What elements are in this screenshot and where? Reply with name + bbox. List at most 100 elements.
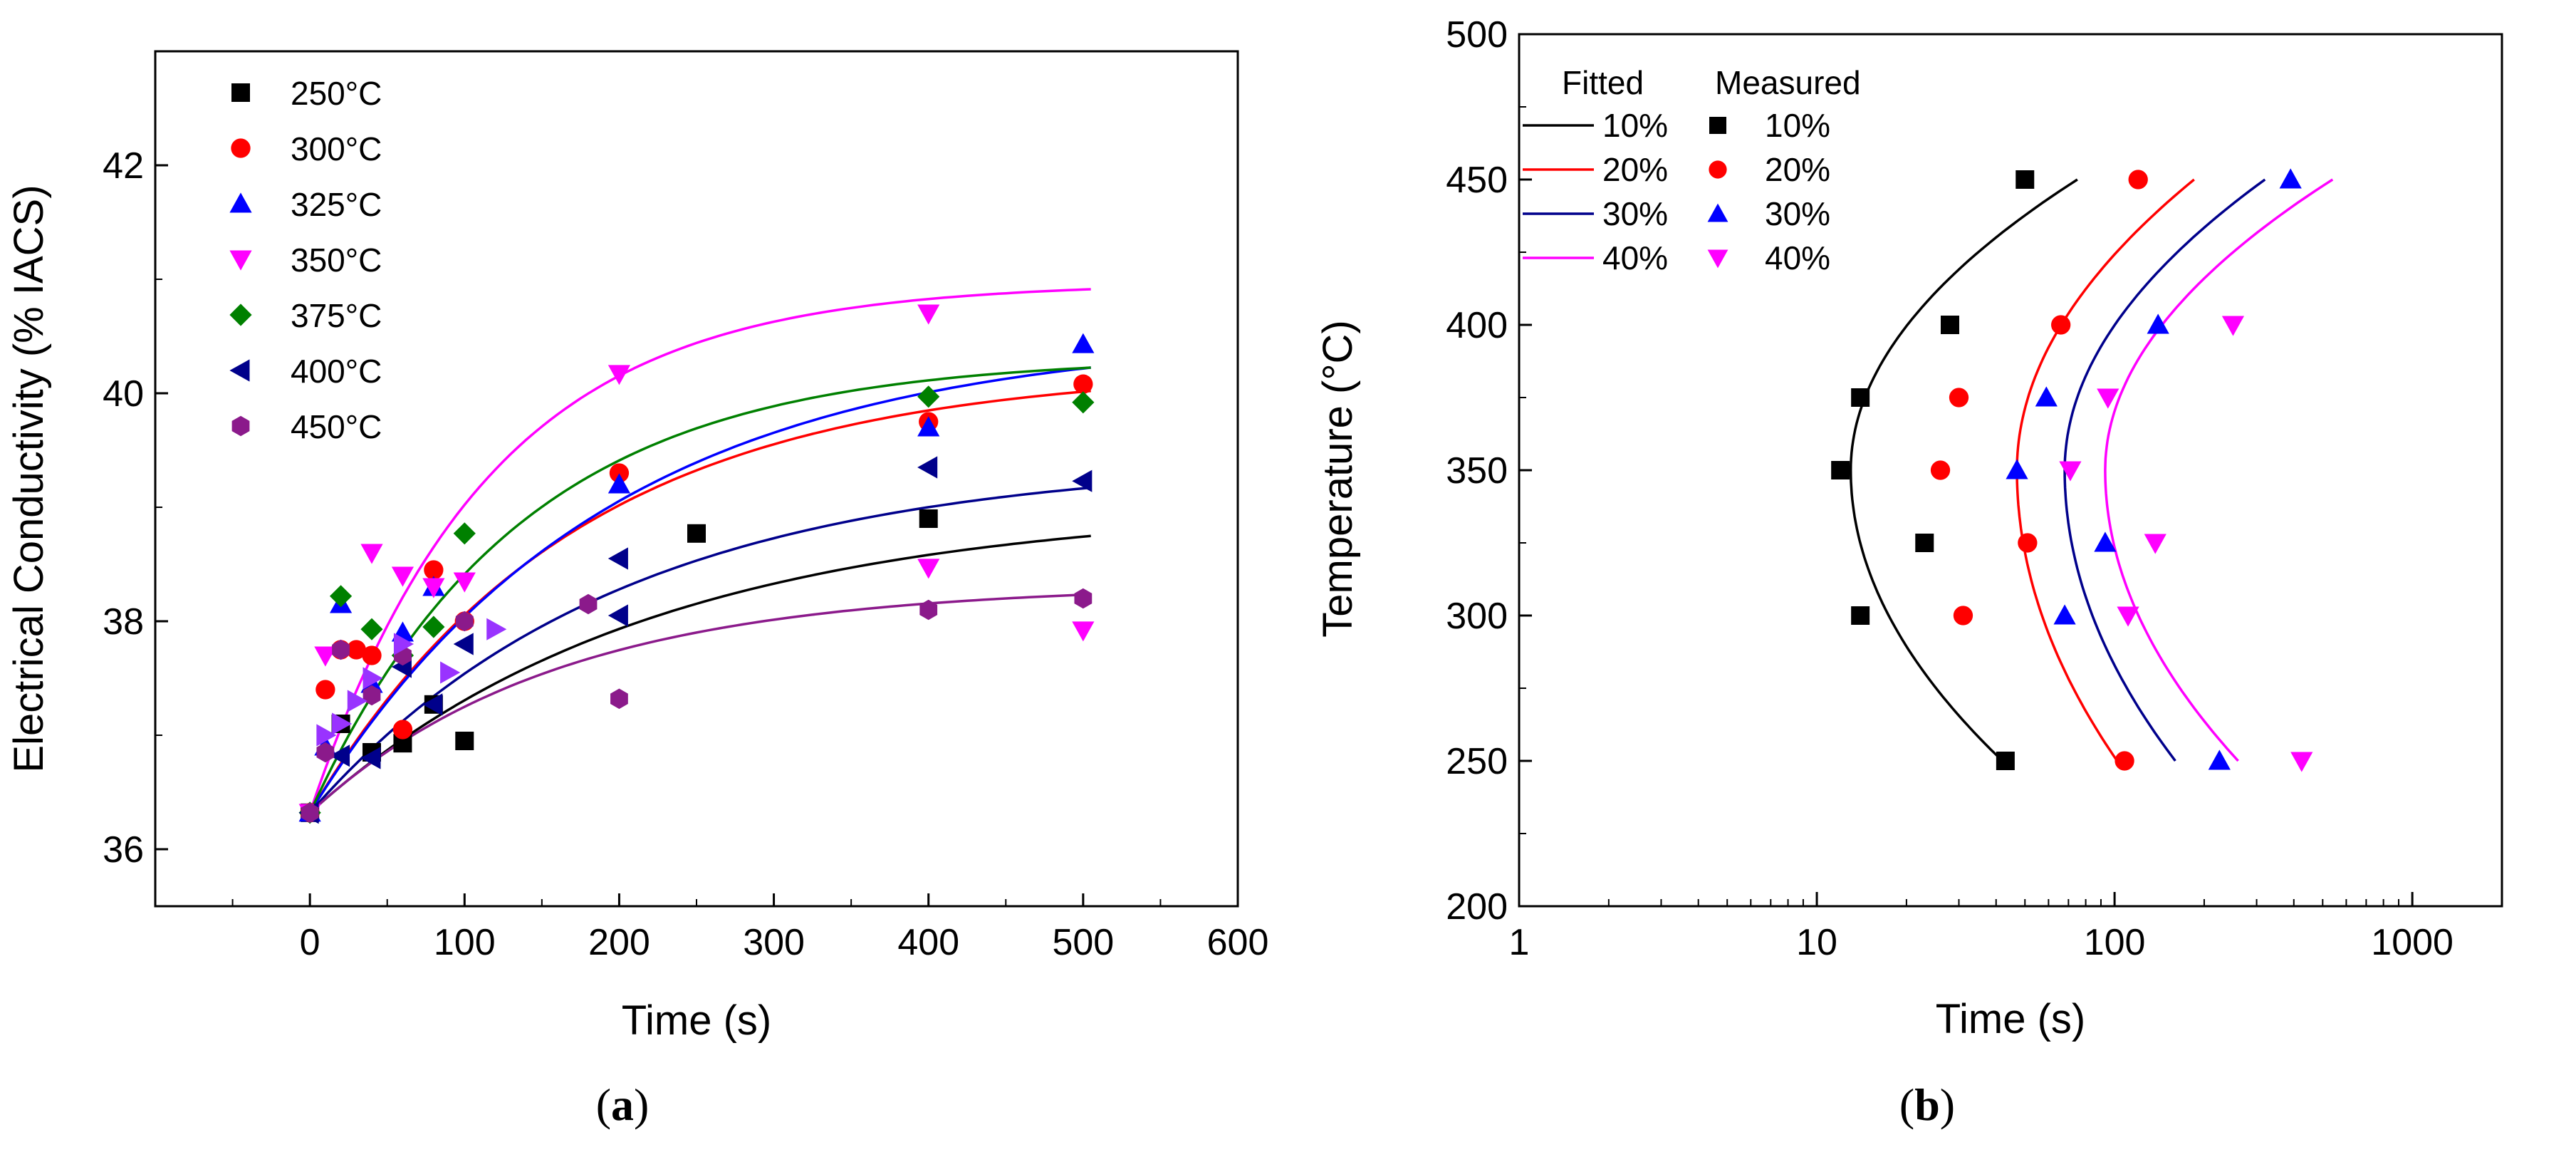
data-point-a-7 [332, 712, 353, 735]
chart-b: 1 10 100 1000 200 250 300 350 400 450 500 Fitted M… [1315, 14, 2503, 1130]
chart-b-data-points [1831, 168, 2313, 772]
legend-marker-b-2 [1707, 203, 1728, 222]
data-point-a-7 [486, 618, 507, 640]
legend-measured-label-b-3: 40% [1765, 239, 1830, 276]
data-point-a-3 [608, 365, 631, 385]
fit-curve-a-0 [308, 534, 1091, 814]
data-point-a-3 [422, 578, 445, 598]
y-tick-label: 36 [103, 829, 144, 871]
legend-label-a-2: 325°C [291, 186, 382, 223]
data-point-b-1 [1930, 460, 1951, 480]
x-tick-label: 600 [1207, 922, 1269, 963]
data-point-b-3 [2059, 461, 2082, 482]
chart-b-y-ticks: 200 250 300 350 400 450 500 [1446, 14, 1532, 928]
data-point-b-1 [2051, 315, 2071, 335]
y-tick-label: 200 [1446, 886, 1508, 928]
data-point-b-2 [2147, 313, 2169, 334]
legend-label-a-1: 300°C [291, 130, 382, 167]
data-point-b-1 [1953, 606, 1973, 626]
data-point-a-2 [1072, 333, 1095, 353]
legend-marker-a-0 [231, 83, 250, 102]
legend-label-a-4: 375°C [291, 297, 382, 334]
data-point-a-6 [610, 688, 628, 710]
legend-label-a-0: 250°C [291, 75, 382, 112]
data-point-a-6 [455, 611, 474, 632]
legend-label-a-6: 450°C [291, 408, 382, 445]
x-tick-label: 500 [1052, 922, 1114, 963]
chart-a-x-axis-label: Time (s) [622, 997, 771, 1044]
data-point-a-1 [316, 680, 335, 700]
data-point-b-2 [2208, 749, 2231, 770]
y-tick-label: 38 [103, 601, 144, 643]
data-point-b-2 [2053, 604, 2076, 625]
data-point-a-4 [422, 616, 445, 638]
data-point-b-0 [1851, 606, 1870, 625]
chart-a-data-points [298, 304, 1095, 824]
fit-curve-a-3 [308, 288, 1091, 814]
data-point-a-4 [453, 522, 476, 545]
fit-curve-a-1 [308, 390, 1091, 814]
data-point-b-2 [2279, 168, 2302, 189]
legend-marker-a-4 [229, 303, 252, 326]
legend-header-measured: Measured [1715, 64, 1861, 101]
data-point-b-0 [1915, 534, 1934, 552]
legend-marker-a-1 [231, 138, 251, 158]
data-point-a-5 [360, 747, 381, 769]
legend-marker-a-5 [229, 359, 250, 382]
data-point-a-5 [608, 604, 628, 627]
data-point-a-4 [1072, 391, 1095, 414]
legend-marker-b-3 [1707, 249, 1728, 269]
chart-b-x-ticks: 1 10 100 1000 [1509, 892, 2503, 963]
data-point-b-0 [1996, 752, 2015, 770]
data-point-b-3 [2144, 534, 2166, 554]
legend-marker-a-2 [229, 192, 252, 213]
data-point-a-3 [917, 559, 940, 579]
data-point-b-0 [1831, 461, 1850, 479]
chart-a-x-ticks: 0 100 200 300 400 500 600 [231, 893, 1269, 963]
chart-b-legend: Fitted Measured 10% 10% 20% 20% 30% 30% 40% 40% [1523, 64, 1861, 276]
fit-curve-a-6 [308, 593, 1091, 814]
x-tick-label: 300 [743, 922, 805, 963]
data-point-a-5 [453, 633, 474, 655]
data-point-a-6 [301, 802, 319, 824]
data-point-b-2 [2035, 386, 2058, 407]
data-point-a-1 [609, 463, 630, 483]
fit-curve-a-2 [308, 366, 1091, 814]
data-point-a-5 [917, 456, 938, 479]
x-tick-label: 200 [588, 922, 650, 963]
data-point-a-3 [1072, 621, 1095, 642]
x-tick-label: 0 [300, 922, 320, 963]
x-tick-label: 400 [897, 922, 959, 963]
fit-curve-b-3 [2104, 178, 2334, 762]
y-tick-label: 300 [1446, 596, 1508, 637]
chart-a-panel-label: (a) [596, 1079, 650, 1130]
legend-fitted-label-b-1: 20% [1602, 151, 1668, 188]
x-tick-label: 10 [1796, 922, 1837, 963]
data-point-b-3 [2290, 752, 2313, 772]
data-point-b-3 [2117, 606, 2139, 627]
data-point-a-0 [455, 732, 474, 750]
chart-a-y-axis-label: Electrical Conductivity (% IACS) [6, 185, 52, 772]
x-tick-label: 1000 [2371, 922, 2454, 963]
data-point-a-2 [608, 473, 631, 494]
y-tick-label: 450 [1446, 160, 1508, 201]
legend-fitted-label-b-3: 40% [1602, 239, 1668, 276]
legend-measured-label-b-0: 10% [1765, 107, 1830, 144]
legend-marker-a-6 [231, 415, 250, 437]
data-point-b-2 [2006, 459, 2028, 479]
data-point-b-0 [2016, 170, 2035, 189]
legend-marker-b-1 [1709, 160, 1727, 179]
data-point-a-2 [917, 416, 940, 437]
data-point-b-1 [2114, 751, 2134, 771]
data-point-a-1 [392, 720, 413, 740]
data-point-a-3 [453, 572, 476, 593]
fit-curve-b-0 [1849, 178, 2078, 762]
data-point-a-1 [1073, 374, 1093, 394]
legend-marker-b-0 [1709, 117, 1726, 134]
data-point-a-0 [687, 524, 706, 543]
data-point-a-5 [608, 547, 628, 570]
data-point-a-3 [360, 544, 383, 564]
y-tick-label: 400 [1446, 305, 1508, 346]
legend-label-a-5: 400°C [291, 353, 382, 390]
